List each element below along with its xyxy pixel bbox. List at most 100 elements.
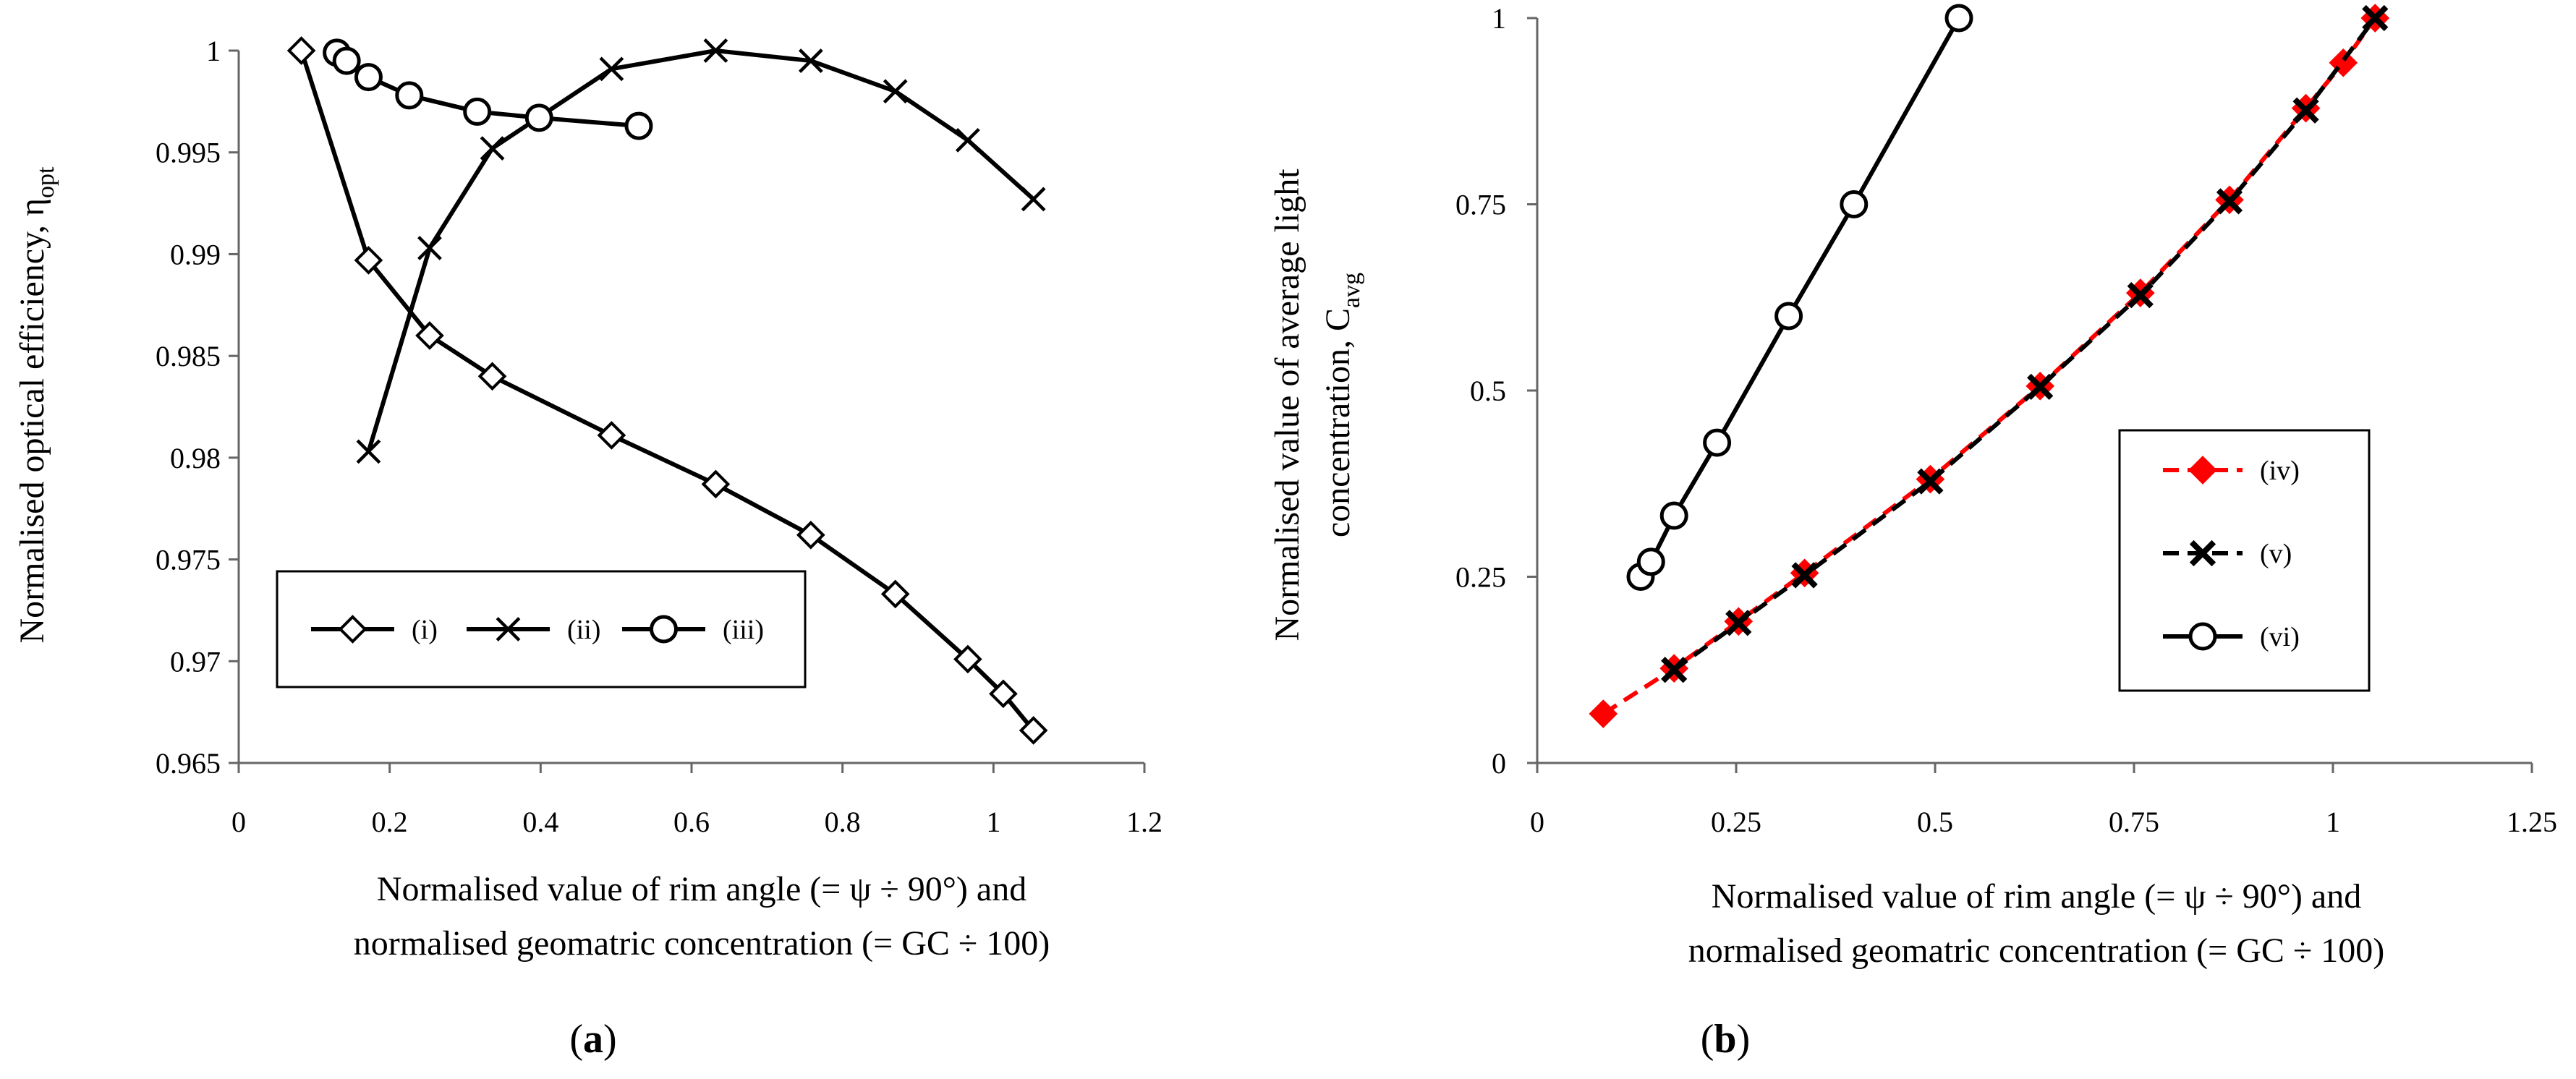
data-point-marker [524, 103, 553, 132]
legend-label: (iv) [2260, 456, 2300, 486]
x-tick-label: 1.25 [2507, 806, 2557, 838]
caption-letter: a [583, 1017, 603, 1062]
x-tick-label: 0 [231, 806, 246, 838]
data-point-marker [480, 136, 505, 161]
y-axis-label-line1: Normalised value of average light [1268, 169, 1306, 641]
caption-close: ) [603, 1017, 617, 1062]
y-tick-label: 0.975 [156, 544, 221, 576]
legend-marker [338, 615, 367, 644]
x-tick-label: 1.2 [1126, 806, 1162, 838]
data-point-marker [2292, 97, 2319, 124]
data-point-marker [798, 48, 823, 73]
legend-label: (ii) [567, 615, 600, 645]
data-point-marker [2362, 4, 2389, 32]
y-tick-label: 0.25 [1455, 561, 1506, 594]
legend-label: (iii) [723, 615, 764, 645]
data-point-marker [955, 127, 980, 153]
y-tick-label: 1 [206, 35, 221, 67]
caption-open: ( [569, 1017, 583, 1062]
data-point-marker [880, 579, 910, 609]
y-tick-label: 0 [1492, 747, 1506, 780]
data-point-marker [1021, 187, 1046, 212]
data-point-marker [354, 246, 383, 275]
data-point-marker [477, 362, 507, 391]
legend-label: (i) [412, 615, 438, 645]
x-tick-label: 0.2 [372, 806, 408, 838]
y-axis-label-main: concentration, C [1319, 308, 1357, 537]
y-tick-label: 0.75 [1455, 189, 1506, 221]
data-point-marker [2216, 188, 2243, 215]
data-point-marker [1703, 428, 1732, 457]
data-point-marker [2127, 282, 2154, 309]
panel-a: 0 0.2 0.4 0.6 0.8 1 1.2 0.965 0.97 0.975 0.98 0.985… [13, 35, 1162, 1062]
x-tick-label: 0 [1530, 806, 1544, 838]
y-axis-label-subscript: avg [1338, 273, 1365, 308]
data-point-marker [1774, 302, 1803, 330]
data-point-marker [286, 36, 316, 65]
data-point-marker [1840, 190, 1869, 218]
data-point-marker [332, 46, 361, 75]
legend-label: (vi) [2260, 622, 2300, 652]
panel-b: 0 0.25 0.5 0.75 1 1.25 0 0.25 0.5 0.75 1 Normalised… [1268, 2, 2557, 1062]
data-point-marker [1791, 562, 1818, 589]
data-point-marker [599, 56, 624, 82]
data-point-marker [354, 63, 383, 92]
y-tick-label: 0.5 [1470, 375, 1506, 407]
data-point-marker [356, 439, 381, 464]
x-axis-label: normalised geomatric concentration (= GC… [354, 924, 1050, 963]
legend-marker [496, 617, 521, 641]
y-axis-label: concentration, Cavg [1319, 273, 1365, 537]
y-tick-label: 0.995 [156, 137, 221, 169]
data-point-marker [624, 111, 653, 140]
data-point-marker [701, 469, 731, 499]
legend-label: (v) [2260, 539, 2292, 569]
y-tick-label: 0.98 [170, 442, 221, 474]
data-point-marker [1917, 468, 1944, 495]
data-point-marker [1636, 547, 1665, 576]
y-tick-label: 0.97 [170, 645, 221, 678]
legend-marker [2189, 540, 2216, 567]
legend-marker [650, 615, 678, 644]
data-point-marker [597, 421, 626, 450]
x-tick-label: 0.75 [2109, 806, 2159, 838]
x-tick-label: 0.6 [673, 806, 710, 838]
x-axis-label: normalised geomatric concentration (= GC… [1688, 931, 2384, 970]
x-tick-label: 1 [986, 806, 1000, 838]
data-point-marker [953, 644, 982, 674]
data-point-marker [1659, 501, 1688, 530]
y-axis-label-main: Normalised optical efficiency, η [13, 198, 51, 644]
y-tick-label: 0.985 [156, 340, 221, 372]
panel-caption: (b) [1701, 1017, 1750, 1062]
data-point-marker [395, 81, 424, 110]
data-point-marker [2027, 373, 2054, 400]
data-point-marker [463, 97, 492, 126]
x-tick-label: 0.25 [1711, 806, 1761, 838]
caption-close: ) [1737, 1017, 1751, 1062]
x-tick-label: 1 [2326, 806, 2340, 838]
data-point-marker [796, 520, 825, 550]
data-point-marker [1589, 699, 1618, 728]
caption-open: ( [1701, 1017, 1714, 1062]
x-axis-label: Normalised value of rim angle (= ψ ÷ 90°… [377, 870, 1026, 908]
y-axis-label-subscript: opt [33, 166, 59, 198]
data-point-marker [883, 79, 908, 104]
y-tick-label: 0.965 [156, 747, 221, 780]
caption-letter: b [1714, 1017, 1736, 1062]
x-axis-label: Normalised value of rim angle (= ψ ÷ 90°… [1712, 877, 2361, 916]
series-line [1672, 17, 2377, 672]
data-point-marker [1725, 610, 1752, 636]
data-point-marker [1019, 716, 1048, 745]
y-tick-label: 0.99 [170, 238, 221, 270]
data-point-marker [417, 236, 442, 260]
legend-marker [2188, 456, 2217, 485]
legend-box [2118, 429, 2371, 692]
legend-marker [2188, 622, 2217, 651]
y-axis-label: Normalised optical efficiency, ηopt [13, 166, 59, 644]
x-tick-label: 0.5 [1917, 806, 1953, 838]
y-tick-label: 1 [1492, 2, 1506, 35]
data-point-marker [989, 679, 1018, 709]
data-point-marker [415, 321, 444, 350]
data-point-marker [1944, 4, 1973, 33]
data-point-marker [703, 38, 728, 63]
